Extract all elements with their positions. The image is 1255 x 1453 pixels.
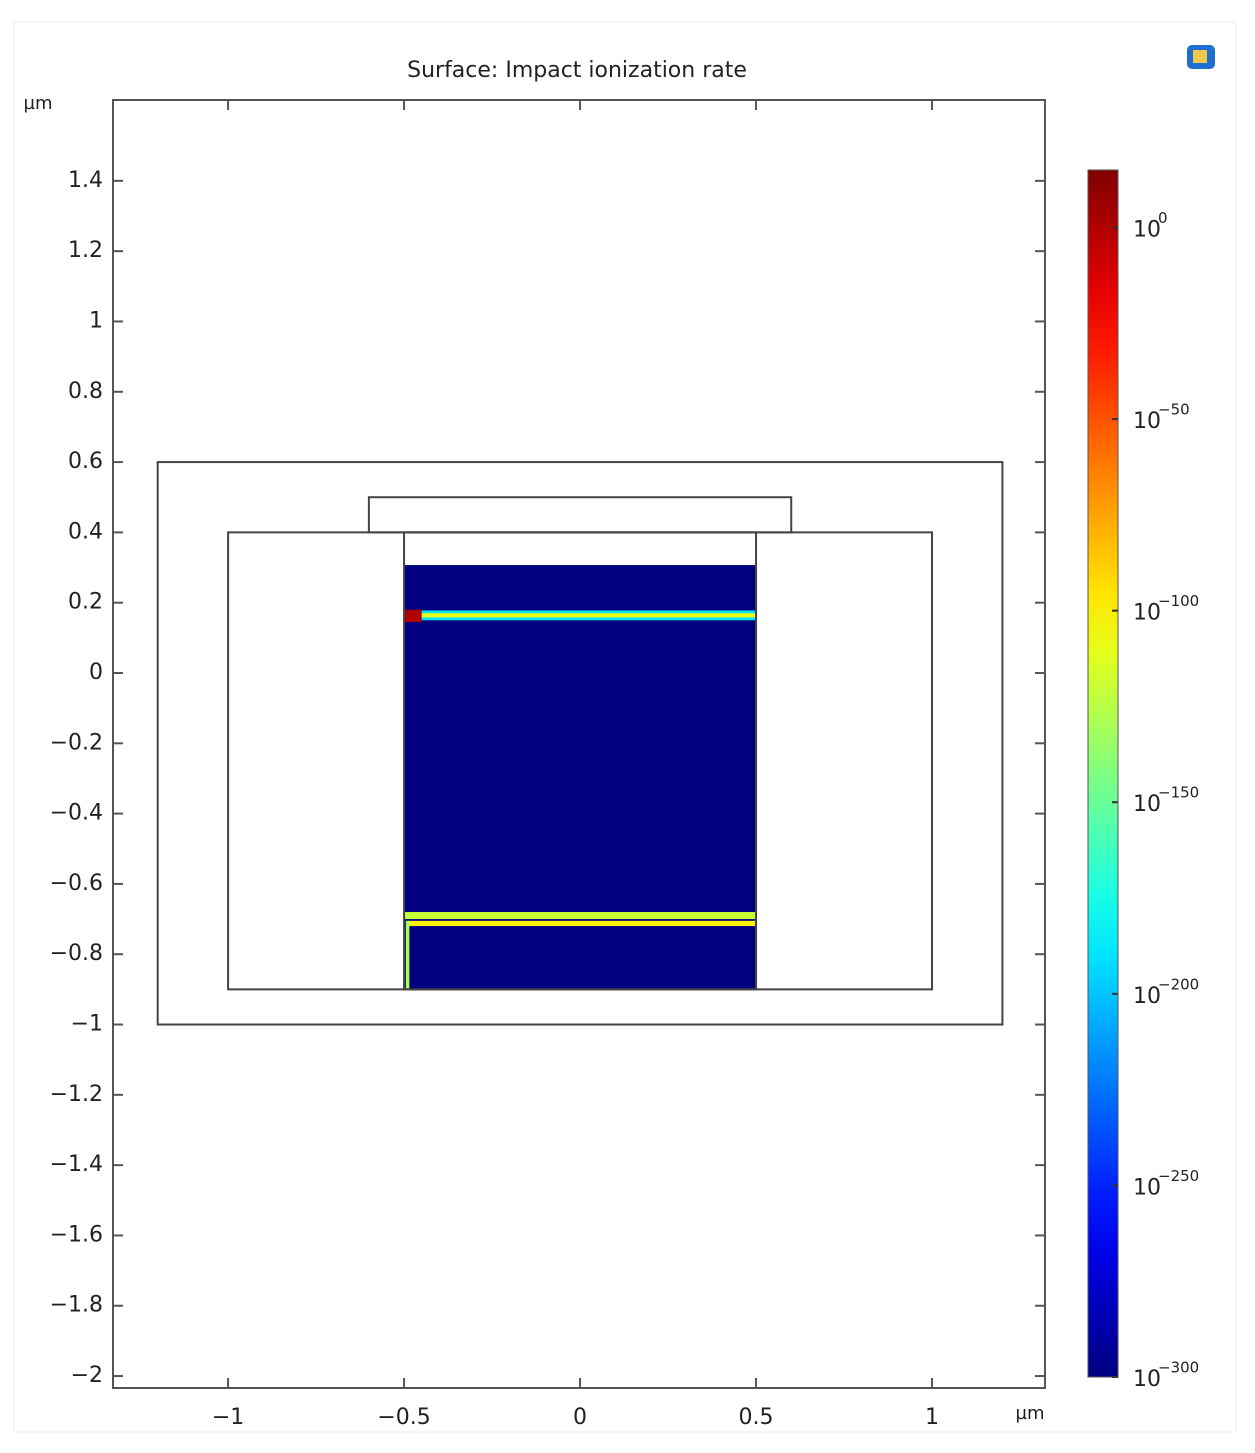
y-tick-label: −1.8 xyxy=(50,1293,103,1318)
colorbar-tick-exponent: −300 xyxy=(1158,1359,1199,1377)
surface-feature xyxy=(404,912,757,920)
x-tick-label: −1 xyxy=(212,1405,244,1430)
surface-feature xyxy=(404,613,757,618)
y-axis-unit: µm xyxy=(24,93,53,114)
colorbar-tick-exponent: −250 xyxy=(1158,1167,1199,1185)
colorbar-tick-label: 10 xyxy=(1133,792,1161,817)
colorbar-tick-exponent: −50 xyxy=(1158,401,1190,419)
geometry-boundary xyxy=(403,531,758,991)
y-tick-label: 0.2 xyxy=(68,590,103,615)
colorbar-tick-exponent: −200 xyxy=(1158,975,1199,993)
colorbar-tick-label: 10 xyxy=(1133,1367,1161,1392)
colorbar-tick-exponent: 0 xyxy=(1158,209,1168,227)
y-tick-label: 0.4 xyxy=(68,519,103,544)
y-tick-label: −1.6 xyxy=(50,1222,103,1247)
y-tick-label: −2 xyxy=(71,1363,103,1388)
y-tick-label: 0.6 xyxy=(68,449,103,474)
x-axis-unit: µm xyxy=(1016,1403,1045,1424)
y-tick-label: −1.2 xyxy=(50,1082,103,1107)
y-tick-label: −1.4 xyxy=(50,1152,103,1177)
x-tick-label: 0 xyxy=(573,1405,587,1430)
x-tick-label: −0.5 xyxy=(377,1405,430,1430)
chart-title: Surface: Impact ionization rate xyxy=(407,58,747,83)
colorbar xyxy=(1087,169,1119,1378)
y-tick-label: 1.4 xyxy=(68,168,103,193)
colorbar-tick-label: 10 xyxy=(1133,217,1161,242)
x-tick-label: 1 xyxy=(925,1405,939,1430)
colorbar-tick-label: 10 xyxy=(1133,409,1161,434)
icon-inner xyxy=(1193,50,1207,63)
x-tick-label: 0.5 xyxy=(739,1405,774,1430)
y-tick-label: 0.8 xyxy=(68,379,103,404)
colorbar-tick-label: 10 xyxy=(1133,601,1161,626)
colorbar-tick-exponent: −100 xyxy=(1158,592,1199,610)
y-tick-label: 0 xyxy=(89,660,103,685)
colorbar-tick-label: 10 xyxy=(1133,1175,1161,1200)
y-tick-label: −0.4 xyxy=(50,801,103,826)
plot-area: −1 −0.5 0 0.5 1 1.4 1.2 1 0.8 0.6 0.4 0.2 0 −0.2 −0.4 −… xyxy=(50,99,1199,1430)
surface-feature xyxy=(404,609,422,623)
y-tick-label: −0.8 xyxy=(50,941,103,966)
colorbar-tick-exponent: −150 xyxy=(1158,784,1199,802)
y-tick-label: −0.2 xyxy=(50,730,103,755)
app-icon[interactable] xyxy=(1187,45,1215,69)
y-tick-label: −1 xyxy=(71,1012,103,1037)
y-tick-label: 1 xyxy=(89,308,103,333)
y-tick-label: 1.2 xyxy=(68,238,103,263)
geometry-boundary xyxy=(156,461,1004,1026)
y-tick-label: −0.6 xyxy=(50,871,103,896)
colorbar-tick-label: 10 xyxy=(1133,984,1161,1009)
surface-feature xyxy=(405,920,410,990)
surface-feature xyxy=(407,920,757,927)
